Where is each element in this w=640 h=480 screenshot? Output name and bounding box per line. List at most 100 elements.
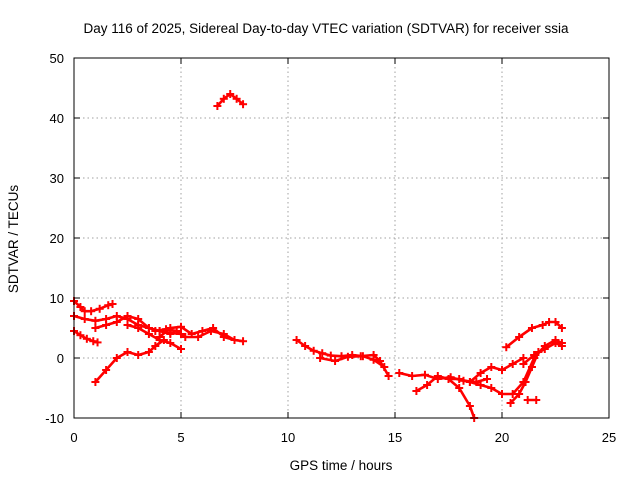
data-point	[487, 363, 496, 371]
data-point	[455, 375, 464, 383]
series-arc-16	[502, 318, 566, 352]
data-point	[532, 396, 541, 404]
data-point	[465, 378, 474, 386]
y-tick-label: 50	[50, 51, 64, 66]
chart-title: Day 116 of 2025, Sidereal Day-to-day VTE…	[84, 21, 569, 36]
data-point	[515, 390, 524, 398]
data-point	[343, 352, 352, 361]
data-point	[102, 366, 111, 374]
y-tick-label: 10	[50, 291, 64, 306]
x-tick-label: 5	[177, 430, 184, 445]
data-point	[557, 342, 566, 350]
y-tick-label: 0	[57, 351, 64, 366]
data-point	[80, 315, 89, 323]
data-point	[356, 352, 365, 361]
data-point	[540, 345, 549, 353]
data-point	[134, 315, 143, 323]
data-point	[144, 348, 153, 356]
data-point	[91, 316, 100, 325]
data-point	[412, 387, 421, 395]
data-point	[384, 372, 393, 380]
data-point	[515, 333, 524, 341]
data-point	[232, 94, 241, 103]
x-axis-label: GPS time / hours	[290, 458, 393, 473]
data-point	[209, 324, 218, 332]
data-point	[444, 375, 453, 383]
data-point	[395, 369, 404, 377]
data-point	[219, 333, 228, 341]
series-arc-11	[316, 351, 393, 380]
x-tick-label: 20	[495, 430, 509, 445]
data-point	[198, 327, 207, 335]
data-point	[423, 381, 432, 389]
data-point	[530, 351, 539, 359]
x-tick-label: 25	[602, 430, 616, 445]
data-point	[301, 342, 310, 350]
data-point	[134, 351, 143, 359]
series-arc-9	[213, 90, 248, 110]
data-point	[527, 324, 536, 332]
data-point	[123, 348, 132, 356]
series-arc-8	[155, 322, 239, 344]
data-point	[557, 324, 566, 332]
data-point	[508, 360, 517, 368]
data-point	[144, 330, 153, 338]
data-point	[230, 336, 239, 344]
data-point	[134, 324, 143, 332]
data-point	[465, 402, 474, 410]
data-point	[76, 331, 85, 340]
x-tick-label: 15	[388, 430, 402, 445]
data-point	[502, 343, 511, 352]
data-point	[420, 370, 429, 379]
data-point	[181, 333, 190, 341]
data-point	[123, 321, 132, 329]
data-series	[70, 90, 566, 422]
data-point	[172, 327, 181, 335]
series-arc-18	[519, 339, 566, 368]
data-point	[506, 399, 515, 407]
data-point	[104, 301, 113, 310]
data-point	[82, 334, 91, 343]
data-point	[102, 321, 111, 329]
data-point	[433, 372, 442, 380]
series-arc-5	[91, 336, 168, 386]
data-point	[187, 330, 196, 338]
data-point	[318, 349, 327, 358]
data-point	[523, 396, 532, 404]
data-point	[108, 300, 117, 308]
data-point	[93, 338, 102, 347]
y-tick-label: 40	[50, 111, 64, 126]
data-point	[76, 303, 85, 311]
data-point	[123, 312, 132, 320]
data-point	[91, 378, 100, 386]
series-arc-2	[70, 297, 117, 316]
data-point	[177, 322, 185, 331]
data-point	[498, 366, 506, 374]
data-point	[527, 363, 536, 371]
data-point	[521, 378, 530, 386]
data-point	[455, 384, 464, 392]
data-point	[508, 390, 517, 398]
series-trace	[415, 374, 476, 420]
data-point	[194, 333, 203, 341]
data-point	[369, 351, 378, 359]
data-point	[376, 357, 385, 365]
data-point	[551, 318, 560, 326]
x-tick-label: 10	[281, 430, 295, 445]
data-point	[166, 339, 175, 347]
data-point	[226, 90, 235, 98]
grid	[74, 58, 609, 418]
data-point	[219, 94, 228, 103]
data-point	[551, 339, 560, 347]
data-point	[292, 336, 301, 344]
data-point	[498, 390, 506, 398]
data-point	[112, 318, 121, 326]
series-arc-19	[523, 396, 541, 404]
y-tick-label: 30	[50, 171, 64, 186]
data-point	[487, 384, 496, 392]
data-point	[89, 337, 98, 346]
data-point	[239, 337, 248, 346]
data-point	[95, 304, 104, 313]
data-point	[151, 342, 160, 350]
